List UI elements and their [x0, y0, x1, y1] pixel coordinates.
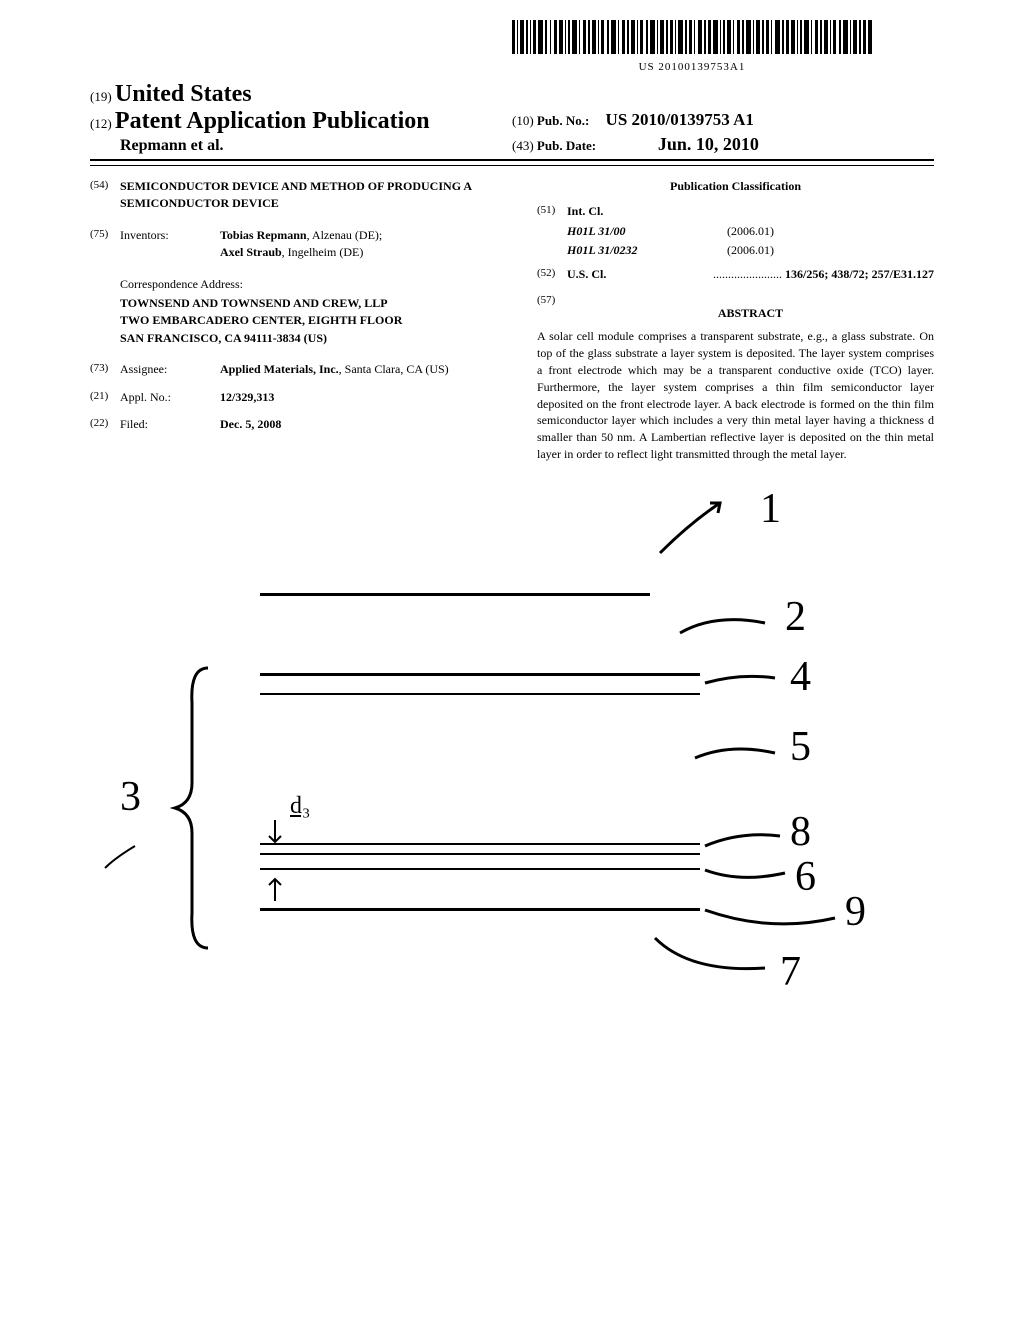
fig-label-8: 8 — [790, 808, 811, 856]
lead-3 — [100, 843, 140, 873]
uscl-value: 136/256; 438/72; 257/E31.127 — [785, 267, 934, 281]
fig-line-4b — [260, 693, 700, 695]
pub-type-prefix: (12) — [90, 116, 112, 131]
filed-value: Dec. 5, 2008 — [220, 416, 487, 433]
pub-date: Jun. 10, 2010 — [658, 134, 759, 154]
abstract-num: (57) — [537, 293, 567, 328]
fig-line-8a — [260, 843, 700, 845]
barcode-graphic — [512, 20, 872, 59]
fig-label-5: 5 — [790, 723, 811, 771]
fig-label-6: 6 — [795, 853, 816, 901]
fig-line-4a — [260, 673, 700, 676]
barcode-area: US 20100139753A1 — [450, 20, 934, 73]
uscl-dots: ....................... — [713, 267, 782, 281]
fig-label-9: 9 — [845, 888, 866, 936]
pub-no-prefix: (10) — [512, 113, 534, 128]
barcode-text: US 20100139753A1 — [450, 61, 934, 73]
lead-6 — [700, 858, 790, 888]
assignee-num: (73) — [90, 361, 120, 378]
intcl2-code: H01L 31/0232 — [567, 242, 657, 259]
lead-7 — [650, 933, 770, 983]
abstract-body: A solar cell module comprises a transpar… — [537, 328, 934, 462]
header-left: (19) United States (12) Patent Applicati… — [90, 81, 512, 155]
inv1-loc: , Alzenau (DE); — [307, 228, 383, 242]
fig-label-2: 2 — [785, 593, 806, 641]
inv1-name: Tobias Repmann — [220, 228, 307, 242]
inv2-name: Axel Straub — [220, 245, 282, 259]
fig-label-1: 1 — [760, 485, 781, 533]
fig-label-4: 4 — [790, 653, 811, 701]
arrow-d3-up — [265, 873, 285, 903]
figure: 1 2 4 5 d₃ 8 6 9 7 — [90, 493, 934, 1063]
arrow-d3-down — [265, 820, 285, 850]
assignee-loc: , Santa Clara, CA (US) — [339, 362, 449, 376]
intcl1-ver: (2006.01) — [727, 223, 774, 240]
divider — [90, 165, 934, 166]
fig-label-7: 7 — [780, 948, 801, 996]
corr-label: Correspondence Address: — [120, 276, 487, 293]
pub-no: US 2010/0139753 A1 — [606, 110, 754, 129]
fig-label-3: 3 — [120, 773, 141, 821]
intcl-num: (51) — [537, 203, 567, 220]
pub-class-head: Publication Classification — [537, 178, 934, 195]
arrow-1 — [650, 493, 770, 563]
fig-line-top1 — [260, 593, 650, 596]
assignee-value: Applied Materials, Inc., Santa Clara, CA… — [220, 361, 487, 378]
assignee-name: Applied Materials, Inc. — [220, 362, 339, 376]
uscl-label: U.S. Cl. — [567, 266, 617, 283]
brace-3 — [170, 663, 215, 953]
assignee-label: Assignee: — [120, 361, 220, 378]
applno-value: 12/329,313 — [220, 389, 487, 406]
inventors-label: Inventors: — [120, 227, 220, 262]
lead-9 — [700, 898, 840, 938]
intcl2-ver: (2006.01) — [727, 242, 774, 259]
fig-line-9 — [260, 908, 700, 911]
intcl1-code: H01L 31/00 — [567, 223, 657, 240]
lead-8 — [700, 828, 785, 853]
applicant: Repmann et al. — [120, 137, 512, 155]
applno-label: Appl. No.: — [120, 389, 220, 406]
filed-label: Filed: — [120, 416, 220, 433]
right-column: Publication Classification (51) Int. Cl.… — [527, 178, 934, 463]
inventors-value: Tobias Repmann, Alzenau (DE); Axel Strau… — [220, 227, 487, 262]
lead-4 — [700, 668, 780, 693]
intcl-label: Int. Cl. — [567, 203, 603, 220]
pub-type: Patent Application Publication — [115, 108, 430, 134]
fig-line-8b — [260, 853, 700, 855]
pub-date-prefix: (43) — [512, 138, 534, 153]
left-column: (54) SEMICONDUCTOR DEVICE AND METHOD OF … — [90, 178, 497, 463]
inventors-num: (75) — [90, 227, 120, 262]
inv2-loc: , Ingelheim (DE) — [282, 245, 364, 259]
corr-line2: TWO EMBARCADERO CENTER, EIGHTH FLOOR — [120, 312, 487, 329]
columns: (54) SEMICONDUCTOR DEVICE AND METHOD OF … — [90, 178, 934, 463]
abstract-head: ABSTRACT — [567, 305, 934, 322]
title-num: (54) — [90, 178, 120, 213]
uscl-num: (52) — [537, 266, 567, 283]
country: United States — [115, 81, 252, 107]
corr-line1: TOWNSEND AND TOWNSEND AND CREW, LLP — [120, 295, 487, 312]
title: SEMICONDUCTOR DEVICE AND METHOD OF PRODU… — [120, 178, 487, 213]
header: (19) United States (12) Patent Applicati… — [90, 81, 934, 161]
corr-line3: SAN FRANCISCO, CA 94111-3834 (US) — [120, 330, 487, 347]
lead-2 — [675, 608, 775, 638]
pub-no-label: Pub. No.: — [537, 113, 589, 128]
lead-5 — [690, 738, 780, 768]
header-right: (10) Pub. No.: US 2010/0139753 A1 (43) P… — [512, 100, 934, 155]
country-prefix: (19) — [90, 89, 112, 104]
filed-num: (22) — [90, 416, 120, 433]
fig-line-6 — [260, 868, 700, 870]
pub-date-label: Pub. Date: — [537, 138, 596, 153]
fig-label-d3: d₃ — [290, 793, 310, 820]
applno-num: (21) — [90, 389, 120, 406]
